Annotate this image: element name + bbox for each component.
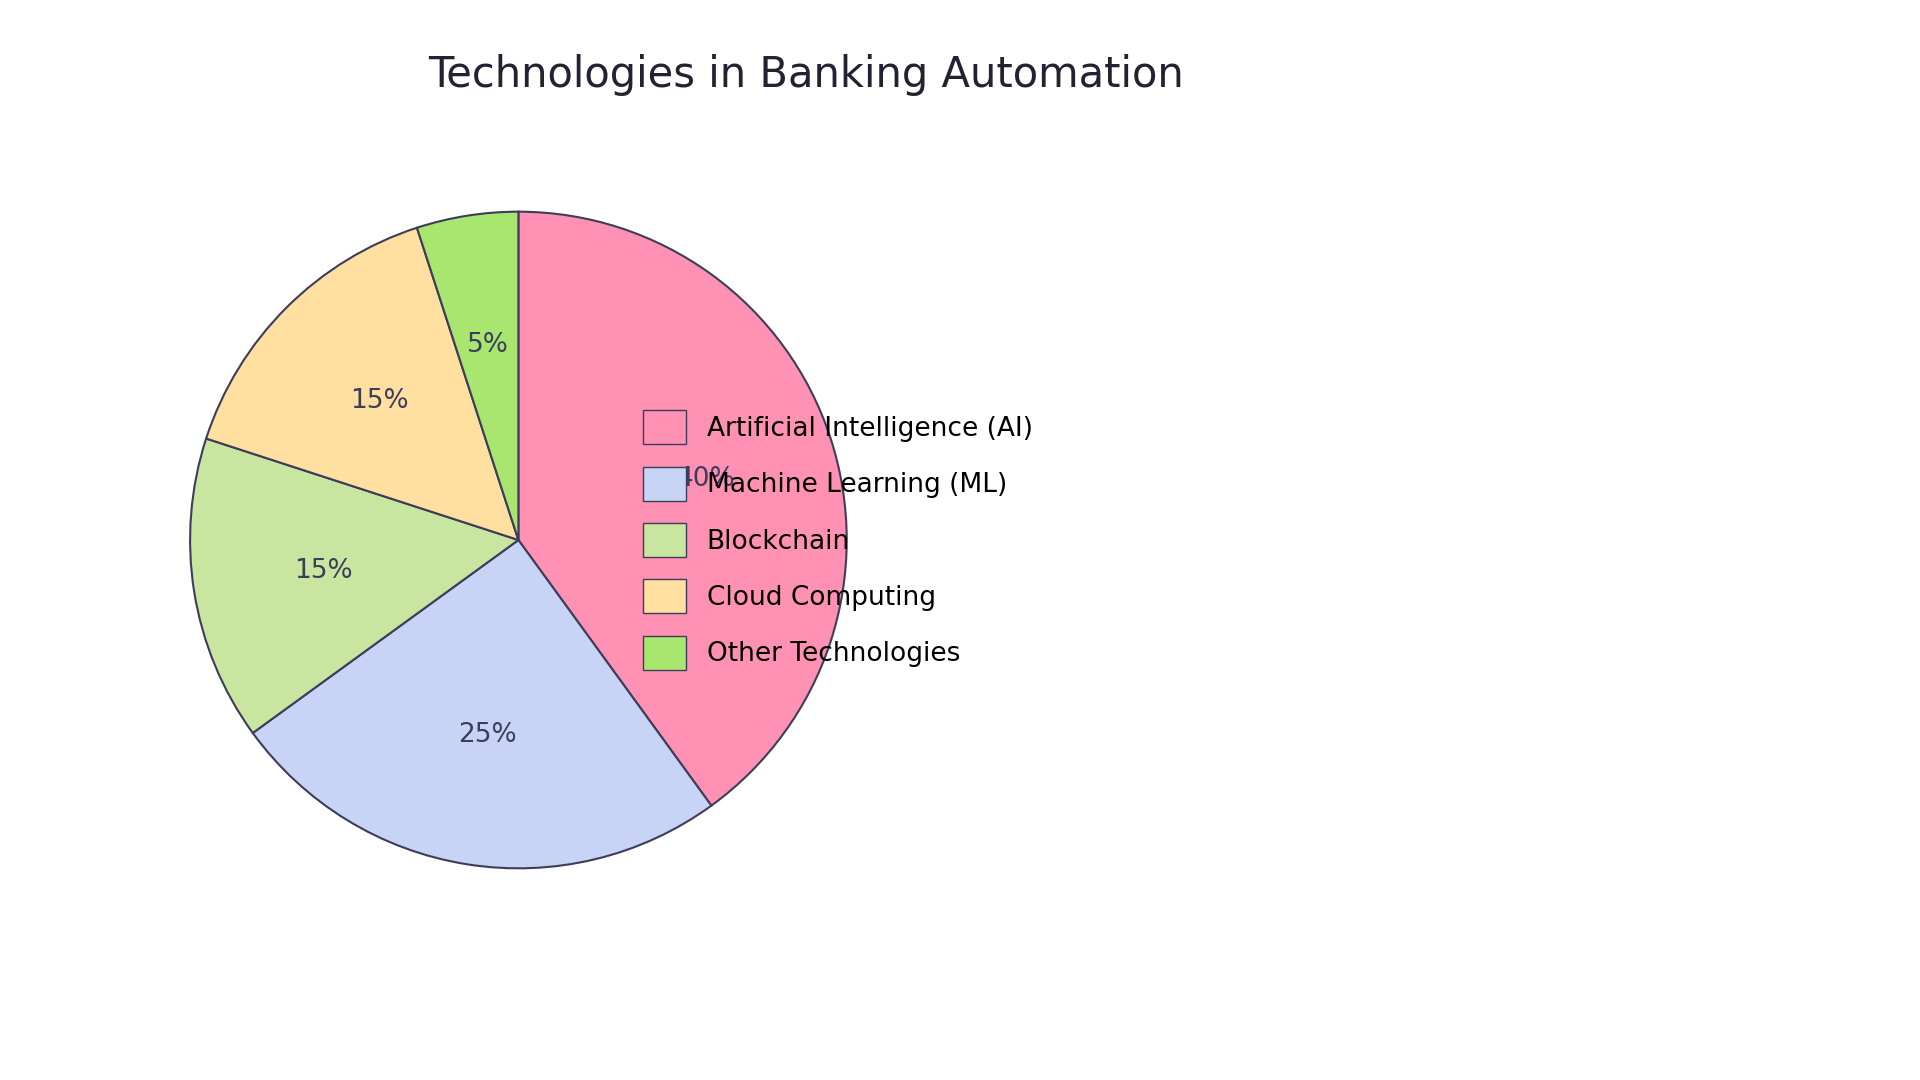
Text: 25%: 25% [459,721,516,747]
Text: Technologies in Banking Automation: Technologies in Banking Automation [428,54,1185,96]
Wedge shape [518,212,847,806]
Text: 5%: 5% [467,333,509,359]
Text: 15%: 15% [349,388,409,414]
Wedge shape [190,438,518,733]
Wedge shape [253,540,712,868]
Text: 15%: 15% [294,557,353,584]
Text: 40%: 40% [676,467,735,492]
Wedge shape [417,212,518,540]
Legend: Artificial Intelligence (AI), Machine Learning (ML), Blockchain, Cloud Computing: Artificial Intelligence (AI), Machine Le… [630,397,1046,683]
Wedge shape [205,228,518,540]
